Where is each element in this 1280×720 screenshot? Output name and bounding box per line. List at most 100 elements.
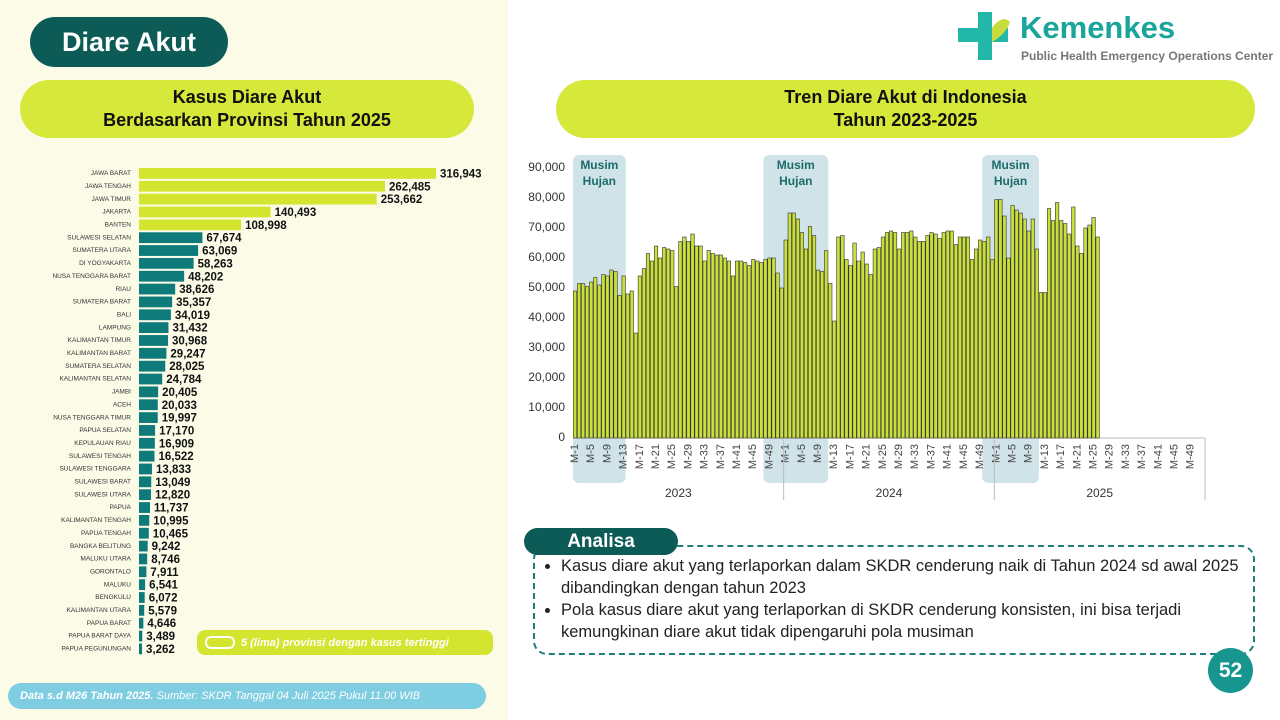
- bar: [706, 250, 711, 439]
- bar: [139, 180, 385, 192]
- x-tick-label: M-41: [731, 444, 743, 469]
- bar: [941, 232, 946, 439]
- chart-title: Tren Diare Akut di Indonesia Tahun 2023-2…: [556, 80, 1255, 138]
- bar: [897, 248, 902, 439]
- y-tick-label: KALIMANTAN SELATAN: [59, 376, 131, 383]
- x-tick-label: M-45: [958, 444, 970, 469]
- bar: [1014, 209, 1019, 439]
- y-tick-label: SULAWESI SELATAN: [67, 234, 131, 241]
- y-tick-label: JAWA TENGAH: [85, 183, 131, 190]
- bar: [986, 236, 991, 439]
- bar: [694, 245, 699, 439]
- data-label: 20,033: [162, 400, 197, 412]
- bar: [949, 230, 954, 439]
- bar: [1046, 208, 1052, 439]
- y-tick-label: SUMATERA SELATAN: [65, 363, 131, 370]
- bar: [913, 236, 918, 439]
- bar: [1063, 223, 1068, 439]
- bar: [860, 251, 865, 439]
- data-label: 28,025: [169, 361, 205, 373]
- bar: [1091, 217, 1096, 439]
- annotation-box: Musim Hujan: [580, 158, 619, 188]
- bar: [686, 241, 691, 439]
- y-tick-label: LAMPUNG: [99, 324, 131, 331]
- bar: [637, 275, 642, 439]
- y-tick-label: SUMATERA UTARA: [72, 247, 131, 254]
- bar: [888, 230, 894, 439]
- x-tick-label: M-9: [1023, 444, 1035, 463]
- data-label: 7,911: [150, 567, 179, 579]
- data-label: 24,784: [166, 374, 202, 386]
- data-label: 35,357: [176, 297, 211, 309]
- analysis-title: Analisa: [524, 528, 678, 555]
- bar: [759, 262, 764, 439]
- y-tick-label: 0: [558, 430, 565, 444]
- y-tick-label: KALIMANTAN BARAT: [67, 350, 131, 357]
- bar: [1010, 205, 1015, 439]
- bar: [139, 450, 155, 462]
- bar: [139, 502, 150, 513]
- x-tick-label: M-25: [1087, 444, 1099, 469]
- y-tick-label: BANTEN: [105, 222, 132, 229]
- x-tick-label: M-5: [1006, 444, 1018, 463]
- bar: [698, 245, 703, 439]
- bar: [1034, 248, 1039, 439]
- data-label: 6,072: [149, 593, 178, 605]
- annotation: Musim Hujan: [991, 158, 1030, 188]
- data-label: 4,646: [147, 618, 176, 630]
- bar: [1059, 220, 1064, 439]
- bar: [621, 275, 626, 439]
- bar: [868, 274, 873, 439]
- bar: [139, 283, 176, 295]
- footer-note: Data s.d M26 Tahun 2025.: [20, 690, 154, 702]
- y-tick-label: BANGKA BELITUNG: [70, 543, 131, 550]
- bar: [139, 360, 166, 372]
- y-tick-label: PAPUA PEGUNUNGAN: [61, 646, 131, 653]
- bar: [645, 253, 650, 439]
- bar: [957, 236, 962, 439]
- data-label: 16,909: [159, 438, 194, 450]
- x-tick-label: M-1: [569, 444, 581, 463]
- bar: [767, 257, 772, 439]
- bar: [577, 283, 582, 439]
- y-tick-label: RIAU: [115, 286, 131, 293]
- bar: [982, 241, 987, 439]
- bar: [747, 265, 752, 439]
- bar: [803, 248, 808, 439]
- logo-name: Kemenkes: [1020, 10, 1176, 45]
- bar: [844, 259, 849, 439]
- bar: [726, 260, 732, 439]
- bar: [901, 232, 906, 439]
- bar: [613, 271, 618, 439]
- bar: [880, 236, 885, 439]
- bar: [998, 199, 1003, 439]
- y-tick-label: NUSA TENGGARA TIMUR: [53, 414, 131, 421]
- data-label: 58,263: [198, 258, 233, 270]
- bar: [658, 257, 663, 439]
- bar: [921, 241, 926, 439]
- bar: [601, 274, 606, 439]
- bar: [893, 232, 898, 439]
- bar: [925, 235, 930, 439]
- annotation: Musim Hujan: [580, 158, 619, 188]
- data-label: 13,833: [156, 464, 191, 476]
- bar: [836, 236, 841, 439]
- y-tick-label: 90,000: [528, 160, 565, 174]
- bar: [139, 566, 147, 578]
- logo-cross: [958, 12, 1008, 60]
- page-title: Diare Akut: [30, 17, 228, 67]
- bar: [666, 248, 671, 439]
- x-tick-label: M-49: [763, 444, 775, 469]
- y-tick-label: 40,000: [528, 310, 565, 324]
- bar: [585, 286, 590, 439]
- bar: [755, 260, 760, 439]
- bar: [820, 271, 825, 439]
- x-tick-label: M-45: [1169, 444, 1181, 469]
- data-label: 11,737: [154, 503, 189, 515]
- y-tick-label: 10,000: [528, 400, 565, 414]
- data-label: 29,247: [170, 348, 205, 360]
- data-label: 16,522: [158, 451, 193, 463]
- bar: [775, 272, 780, 439]
- y-tick-label: JAMBI: [112, 389, 131, 396]
- x-tick-label: M-17: [1055, 444, 1067, 469]
